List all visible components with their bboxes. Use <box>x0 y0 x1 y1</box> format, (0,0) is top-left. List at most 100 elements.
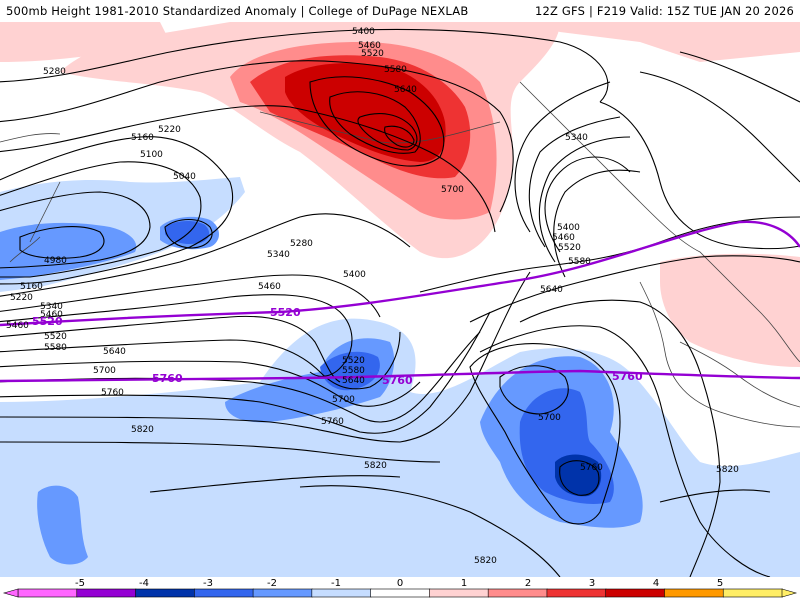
coastline <box>639 281 800 428</box>
contour-line <box>0 315 341 383</box>
coastline <box>519 81 800 363</box>
model-valid-time: 12Z GFS | F219 Valid: 15Z TUE JAN 20 202… <box>534 4 794 18</box>
positive-anomaly-area <box>0 22 800 62</box>
coastlines <box>0 81 800 428</box>
colorbar-swatch <box>17 588 78 598</box>
contour-line <box>357 113 418 151</box>
contour-line <box>419 216 800 293</box>
contour-label: 5700 <box>332 395 355 405</box>
contour-label: 5580 <box>44 343 67 353</box>
contour-label: 5220 <box>10 293 33 303</box>
contour-line <box>599 101 800 250</box>
colorbar-tick-label: -2 <box>267 578 277 589</box>
contour-line <box>553 169 641 278</box>
contour-label: 5820 <box>131 425 154 435</box>
contour-line <box>514 81 611 233</box>
contour-line <box>309 76 445 167</box>
contour-line <box>479 325 771 577</box>
contour-line <box>0 161 202 278</box>
contour-line <box>679 51 800 103</box>
colorbar-tick-labels: -5 -4 -3 -2 -1 0 1 2 3 4 5 <box>75 578 723 589</box>
coastline <box>259 111 501 144</box>
contour-label: 5340 <box>565 133 588 143</box>
contour-line <box>0 191 151 269</box>
contour-label: 5640 <box>540 285 563 295</box>
colorbar-swatch <box>664 588 725 598</box>
colorbar-swatch <box>487 588 548 598</box>
positive-anomaly-area <box>285 63 446 162</box>
anomaly-shading <box>0 22 800 577</box>
contour-label: 5640 <box>342 376 365 386</box>
negative-anomaly-area <box>320 351 380 391</box>
colorbar-tick-label: 5 <box>717 578 723 589</box>
contour-label: 5760 <box>321 417 344 427</box>
contour-line <box>299 485 561 577</box>
colorbar-min-arrow <box>2 588 19 598</box>
colorbar-swatch <box>76 588 137 598</box>
contour-line <box>0 28 609 103</box>
contour-label: 5700 <box>441 185 464 195</box>
negative-anomaly-area <box>555 454 602 497</box>
contour-label: 5820 <box>716 465 739 475</box>
anomaly-colorbar: -5 -4 -3 -2 -1 0 1 2 3 4 5 <box>0 577 800 600</box>
reference-line-5760 <box>0 369 800 383</box>
colorbar-tick-label: -5 <box>75 578 85 589</box>
contour-line <box>0 274 381 318</box>
contour-label: 5400 <box>352 27 375 37</box>
colorbar-tick-label: 3 <box>589 578 595 589</box>
colorbar-swatch <box>370 588 431 598</box>
colorbar-max-arrow <box>781 588 798 598</box>
contour-line <box>469 343 621 525</box>
reference-line-label: 5760 <box>152 372 183 385</box>
contour-line <box>0 136 234 285</box>
anomaly-map: 5400 5460 5520 5580 5640 5700 5280 5220 … <box>0 22 800 577</box>
contour-line <box>164 218 213 249</box>
contour-label: 5520 <box>558 243 581 253</box>
colorbar-swatch <box>429 588 489 598</box>
contour-label: 5400 <box>343 270 366 280</box>
map-title: 500mb Height 1981-2010 Standardized Anom… <box>6 4 469 18</box>
contour-line <box>519 299 721 577</box>
colorbar-swatch <box>311 588 372 598</box>
colorbar-tick-label: -1 <box>331 578 341 589</box>
contour-line <box>384 125 415 148</box>
contour-label: 5280 <box>290 239 313 249</box>
colorbar-swatch <box>252 588 313 598</box>
contour-line <box>499 365 569 415</box>
contour-label: 5160 <box>20 282 43 292</box>
contour-line <box>659 489 771 503</box>
contour-label: 4980 <box>44 256 67 266</box>
contour-line <box>0 105 496 233</box>
contour-label: 5580 <box>342 366 365 376</box>
contour-line <box>0 213 411 297</box>
contour-line <box>538 136 631 263</box>
contour-line <box>0 271 531 443</box>
contour-line <box>639 71 800 183</box>
positive-anomaly-area <box>0 22 170 62</box>
contour-label: 5520 <box>44 332 67 342</box>
map-header: 500mb Height 1981-2010 Standardized Anom… <box>0 0 800 23</box>
contour-line <box>0 331 401 390</box>
reference-lines <box>0 220 800 383</box>
contour-line <box>469 255 800 323</box>
colorbar-swatch <box>722 588 783 598</box>
colorbar-tick-label: -3 <box>203 578 213 589</box>
contour-label: 5160 <box>131 133 154 143</box>
negative-anomaly-area <box>0 318 800 577</box>
colorbar-swatch <box>135 588 196 598</box>
reference-line-label: 5520 <box>32 315 63 328</box>
negative-anomaly-area <box>37 485 88 565</box>
contour-label: 5280 <box>43 67 66 77</box>
contour-label: 5040 <box>173 172 196 182</box>
contour-line <box>149 475 401 493</box>
contour-label: 5100 <box>140 150 163 160</box>
contour-line <box>329 91 421 154</box>
contour-label: 5520 <box>342 356 365 366</box>
colorbar-tick-label: 4 <box>653 578 659 589</box>
contour-line <box>0 311 491 434</box>
coastline <box>0 133 61 143</box>
coastline <box>9 181 61 263</box>
contour-label: 5460 <box>6 321 29 331</box>
contour-line <box>0 331 481 423</box>
reference-line-5520 <box>0 220 800 327</box>
